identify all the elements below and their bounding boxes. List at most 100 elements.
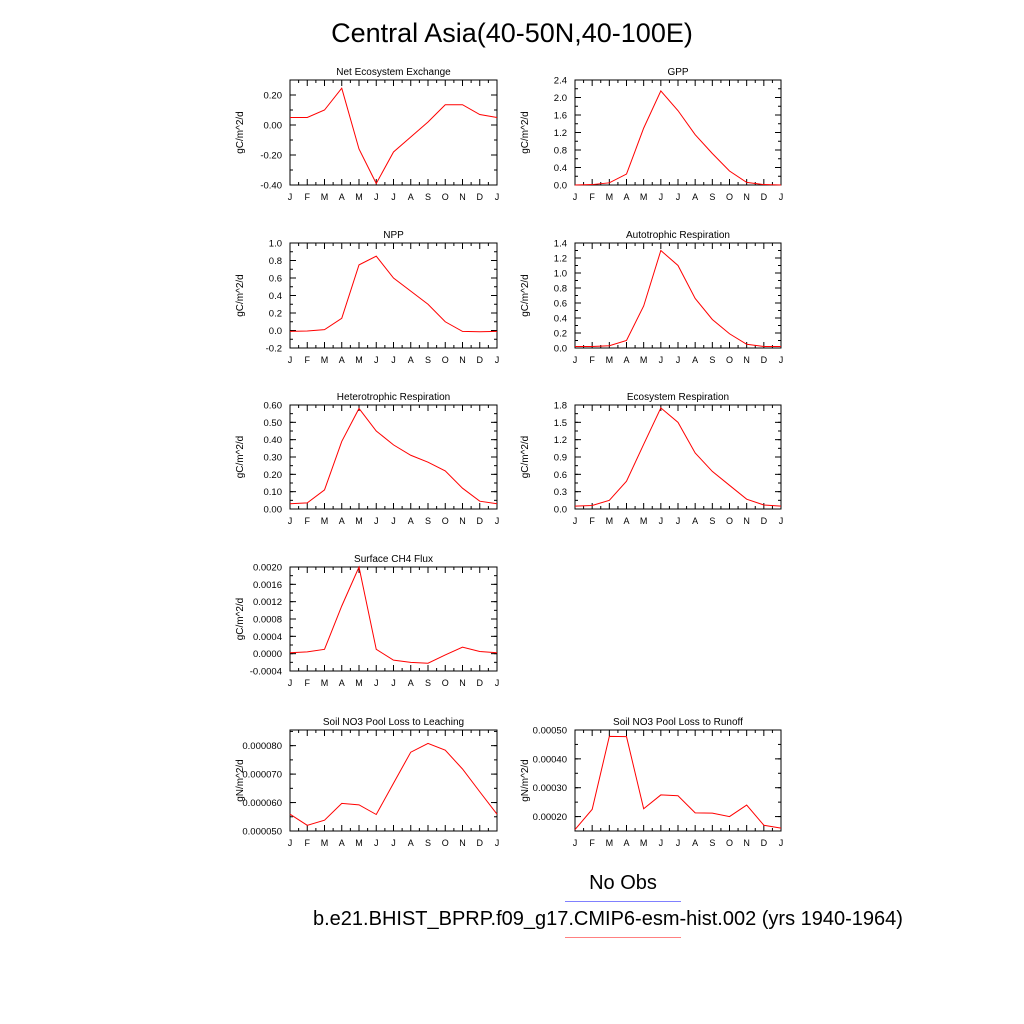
x-tick-label: A <box>692 838 698 848</box>
y-tick-label: 0.0008 <box>253 615 282 626</box>
x-tick-label: M <box>606 838 614 848</box>
x-tick-label: J <box>495 516 500 526</box>
x-tick-label: M <box>640 516 648 526</box>
series-line <box>574 735 782 830</box>
y-tick-label: 0.50 <box>264 418 283 429</box>
x-tick-label: O <box>442 516 449 526</box>
y-tick-label: 0.00020 <box>533 812 567 823</box>
x-tick-label: F <box>589 192 595 202</box>
x-tick-label: J <box>779 192 784 202</box>
x-tick-label: N <box>459 355 466 365</box>
panel-title: GPP <box>667 67 688 78</box>
y-tick-label: 0.0 <box>554 505 567 516</box>
y-tick-label: 0.0004 <box>253 632 282 643</box>
y-tick-label: 0.0 <box>554 344 567 355</box>
x-tick-label: M <box>321 678 329 688</box>
x-tick-label: M <box>606 355 614 365</box>
x-tick-label: M <box>355 838 363 848</box>
panel-title: Soil NO3 Pool Loss to Runoff <box>613 717 743 728</box>
y-tick-label: 0.6 <box>554 470 567 481</box>
y-tick-label: 0.8 <box>269 256 282 267</box>
y-tick-label: -0.40 <box>260 181 282 192</box>
x-tick-label: M <box>640 838 648 848</box>
panel-title: Autotrophic Respiration <box>626 230 730 241</box>
x-tick-label: D <box>477 678 484 688</box>
x-tick-label: J <box>495 192 500 202</box>
x-tick-label: D <box>477 355 484 365</box>
x-tick-label: D <box>761 838 768 848</box>
y-tick-label: 0.60 <box>264 401 283 412</box>
x-tick-label: D <box>761 192 768 202</box>
y-tick-label: 0.000070 <box>242 770 282 781</box>
y-tick-label: 0.8 <box>554 284 567 295</box>
x-tick-label: M <box>321 192 329 202</box>
x-tick-label: O <box>726 355 733 365</box>
x-tick-label: A <box>692 355 698 365</box>
y-tick-label: 0.30 <box>264 453 283 464</box>
x-tick-label: M <box>355 678 363 688</box>
x-tick-label: A <box>623 355 629 365</box>
panel-title: Heterotrophic Respiration <box>337 392 450 403</box>
x-tick-label: J <box>391 838 396 848</box>
x-tick-label: M <box>640 192 648 202</box>
x-tick-label: J <box>676 192 681 202</box>
y-axis-label: gC/m^2/d <box>520 274 531 317</box>
y-tick-label: 0.0000 <box>253 649 282 660</box>
x-tick-label: J <box>391 516 396 526</box>
x-tick-label: J <box>779 355 784 365</box>
x-tick-label: A <box>408 192 414 202</box>
x-tick-label: J <box>495 355 500 365</box>
y-axis-label: gN/m^2/d <box>235 759 246 802</box>
y-axis-label: gC/m^2/d <box>520 111 531 154</box>
y-tick-label: 1.2 <box>554 128 567 139</box>
x-tick-label: S <box>709 192 715 202</box>
y-tick-label: -0.2 <box>266 344 282 355</box>
x-tick-label: J <box>676 838 681 848</box>
x-tick-label: A <box>692 516 698 526</box>
y-axis-label: gC/m^2/d <box>235 111 246 154</box>
y-tick-label: 0.0 <box>269 326 282 337</box>
y-tick-label: 0.20 <box>264 91 283 102</box>
y-tick-label: 0.20 <box>264 470 283 481</box>
x-tick-label: S <box>709 838 715 848</box>
y-tick-label: 0.4 <box>554 314 567 325</box>
x-tick-label: J <box>573 192 578 202</box>
plot-frame <box>574 404 782 510</box>
x-tick-label: D <box>477 838 484 848</box>
x-tick-label: S <box>425 355 431 365</box>
x-tick-label: A <box>408 838 414 848</box>
x-tick-label: F <box>589 355 595 365</box>
x-tick-label: J <box>288 516 293 526</box>
x-tick-label: J <box>495 838 500 848</box>
panel-title: Ecosystem Respiration <box>627 392 729 403</box>
y-tick-label: 0.8 <box>554 146 567 157</box>
y-tick-label: 1.2 <box>554 254 567 265</box>
x-tick-label: J <box>676 516 681 526</box>
series-line <box>289 407 498 505</box>
y-tick-label: 0.00030 <box>533 783 567 794</box>
x-tick-label: M <box>355 516 363 526</box>
x-tick-label: N <box>743 192 750 202</box>
x-tick-label: S <box>425 192 431 202</box>
x-tick-label: J <box>779 516 784 526</box>
x-tick-label: J <box>391 678 396 688</box>
panel-title: Surface CH4 Flux <box>354 554 433 565</box>
plot-frame <box>289 404 498 510</box>
x-tick-label: F <box>305 678 311 688</box>
y-axis-label: gC/m^2/d <box>235 274 246 317</box>
y-tick-label: -0.0004 <box>250 667 282 678</box>
x-tick-label: M <box>321 516 329 526</box>
x-tick-label: J <box>374 838 379 848</box>
plot-frame <box>289 729 498 832</box>
x-tick-label: M <box>321 355 329 365</box>
x-tick-label: J <box>573 838 578 848</box>
y-tick-label: 1.8 <box>554 401 567 412</box>
x-tick-label: F <box>305 355 311 365</box>
y-tick-label: 0.000080 <box>242 741 282 752</box>
y-tick-label: 0.00040 <box>533 754 567 765</box>
x-tick-label: A <box>692 192 698 202</box>
x-tick-label: A <box>339 678 345 688</box>
